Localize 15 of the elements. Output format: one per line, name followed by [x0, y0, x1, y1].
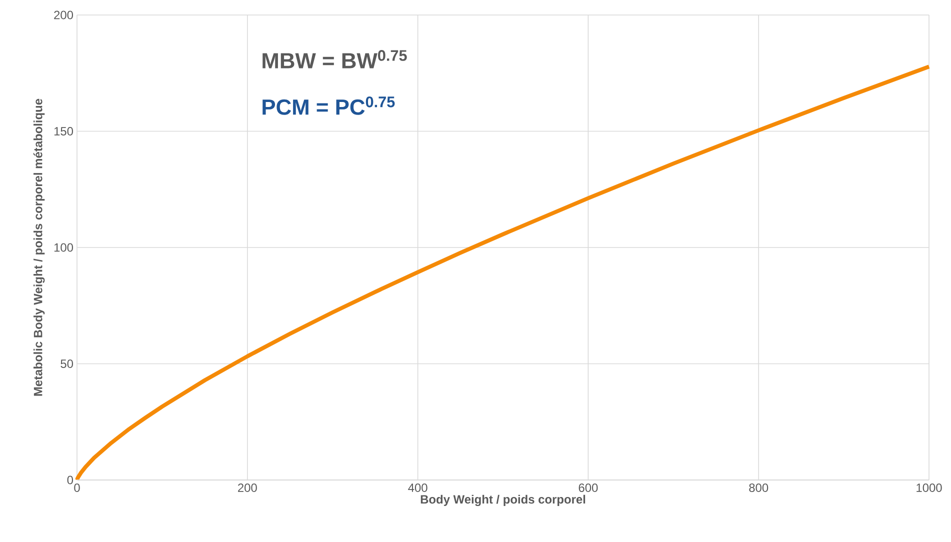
annotation: MBW = BW$^{0.75}$ — [262, 50, 407, 68]
y-tick-label: 150 — [54, 127, 74, 136]
x-tick-label: 1000 — [916, 484, 942, 492]
y-tick-label: 200 — [54, 10, 74, 20]
x-axis-title: Body Weight / poids corporel — [420, 494, 586, 506]
y-axis-title: Metabolic Body Weight / poids corporel métabolique — [33, 98, 45, 396]
y-tick-label: 50 — [60, 360, 74, 368]
y-tick-label: 0 — [67, 476, 74, 484]
x-tick-label: 400 — [408, 484, 428, 492]
annotation: PCM = PC$^{0.75}$ — [262, 96, 395, 115]
x-tick-label: 800 — [749, 484, 768, 492]
x-tick-label: 200 — [238, 484, 257, 492]
x-tick-label: 600 — [578, 484, 598, 492]
y-tick-label: 100 — [54, 243, 74, 252]
x-tick-label: 0 — [74, 484, 80, 492]
